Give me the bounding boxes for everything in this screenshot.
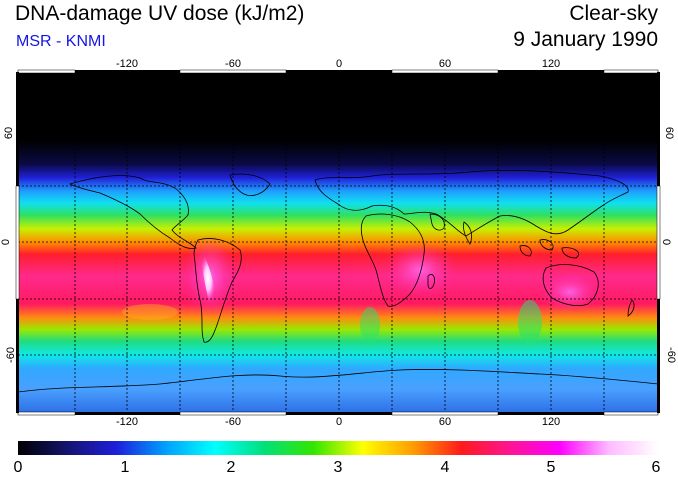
lon-tick-bottom: 60	[438, 416, 452, 428]
colorbar-label: 5	[546, 459, 556, 476]
lon-tick-bottom: 0	[335, 416, 343, 428]
lon-tick-bottom: 120	[541, 416, 561, 428]
south-pacific-band	[122, 304, 178, 320]
colorbar	[18, 441, 658, 455]
graticule	[18, 72, 658, 413]
lon-tick-top: -60	[225, 58, 241, 70]
colorbar-label: 4	[440, 459, 450, 476]
africa-high-dose-region	[382, 242, 458, 298]
lon-tick-bottom: -120	[115, 416, 139, 428]
colorbar-label: 0	[13, 459, 23, 476]
lon-tick-top: -120	[115, 58, 139, 70]
colorbar-label: 3	[333, 459, 343, 476]
lon-tick-top: 60	[438, 58, 452, 70]
andes-peak-dose	[200, 252, 216, 305]
map-field	[18, 72, 658, 413]
lon-tick-bottom: -60	[225, 416, 241, 428]
colorbar-label: 1	[120, 459, 130, 476]
date-label: 9 January 1990	[513, 28, 658, 51]
map-title: DNA-damage UV dose (kJ/m2)	[15, 2, 305, 25]
colorbar-label: 6	[651, 459, 661, 476]
australia-high-dose-region	[538, 272, 602, 312]
colorbar-label: 2	[226, 459, 236, 476]
sky-condition-label: Clear-sky	[569, 2, 658, 25]
lon-tick-top: 120	[541, 58, 561, 70]
source-label: MSR - KNMI	[16, 33, 106, 50]
frame-scale-bars	[15, 69, 661, 416]
lon-tick-top: 0	[335, 58, 343, 70]
indian-ocean-cloud-plume	[518, 300, 542, 344]
south-atlantic-plume	[360, 307, 380, 343]
coastlines	[17, 169, 659, 393]
